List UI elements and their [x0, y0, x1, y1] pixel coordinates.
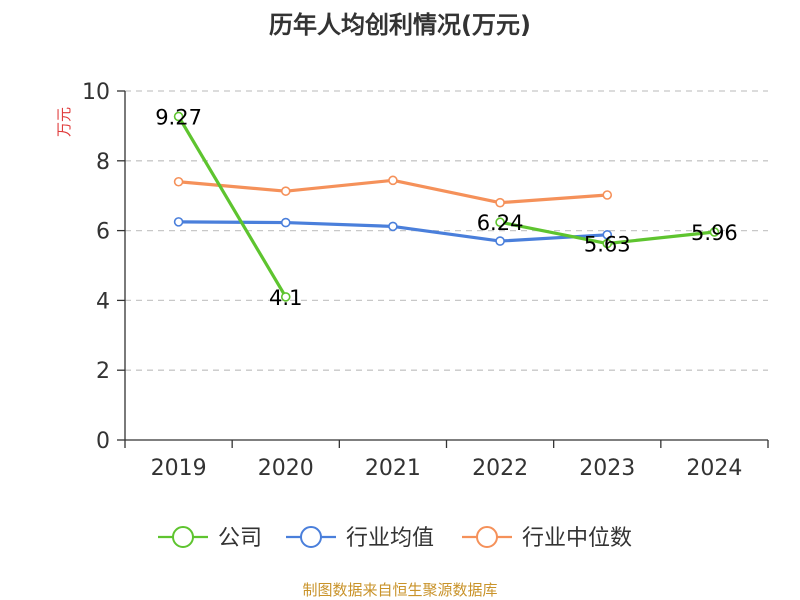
data-label: 4.1	[269, 286, 302, 310]
y-axis-label: 万元	[55, 107, 73, 137]
data-point[interactable]	[173, 217, 184, 227]
data-point[interactable]	[173, 176, 184, 187]
y-tick-label: 10	[82, 80, 110, 105]
data-labels: 9.27 4.1 6.24 5.63 5.96	[155, 105, 738, 309]
data-point[interactable]	[173, 111, 184, 122]
legend[interactable]: 公司 行业均值 行业中位数	[158, 526, 632, 551]
data-point[interactable]	[602, 238, 613, 249]
x-tick-label: 2021	[365, 456, 421, 481]
data-label: 5.96	[691, 221, 738, 245]
data-point[interactable]	[602, 190, 613, 200]
legend-marker	[172, 526, 194, 548]
chart-title: 历年人均创利情况(万元)	[269, 11, 531, 39]
grid	[125, 90, 768, 371]
y-tick-label: 6	[96, 220, 110, 245]
legend-marker	[476, 526, 498, 548]
source-note: 制图数据来自恒生聚源数据库	[302, 581, 497, 599]
y-tick-label: 0	[96, 429, 110, 454]
series-line	[176, 114, 288, 299]
legend-item[interactable]: 公司	[158, 526, 262, 551]
data-label: 9.27	[155, 105, 202, 129]
data-label: 6.24	[477, 211, 524, 235]
x-tick-label: 2020	[258, 456, 314, 481]
data-point[interactable]	[280, 186, 291, 196]
x-tick-label: 2024	[686, 456, 742, 481]
legend-item[interactable]: 行业均值	[286, 526, 434, 551]
data-label: 5.63	[584, 233, 631, 257]
data-point[interactable]	[495, 197, 505, 208]
legend-item[interactable]: 行业中位数	[462, 526, 632, 551]
series-layer	[173, 111, 720, 302]
data-point[interactable]	[495, 236, 505, 246]
data-point[interactable]	[495, 217, 505, 228]
legend-label: 行业中位数	[522, 526, 632, 551]
y-tick-label: 4	[96, 289, 110, 314]
data-point[interactable]	[280, 292, 291, 302]
y-tick-label: 2	[96, 359, 110, 384]
x-tick-label: 2019	[151, 456, 207, 481]
axes: 0 2 4 6 8 10 2019 2020 2021 2022 2023 2024	[82, 80, 769, 481]
x-tick-label: 2022	[472, 456, 528, 481]
data-point[interactable]	[280, 217, 291, 228]
y-tick-label: 8	[96, 150, 110, 175]
legend-marker	[300, 526, 322, 548]
data-point[interactable]	[709, 227, 720, 237]
data-point[interactable]	[388, 175, 398, 186]
legend-label: 行业均值	[346, 526, 434, 551]
legend-label: 公司	[218, 526, 262, 551]
data-point[interactable]	[388, 221, 398, 232]
x-tick-label: 2023	[579, 456, 635, 481]
